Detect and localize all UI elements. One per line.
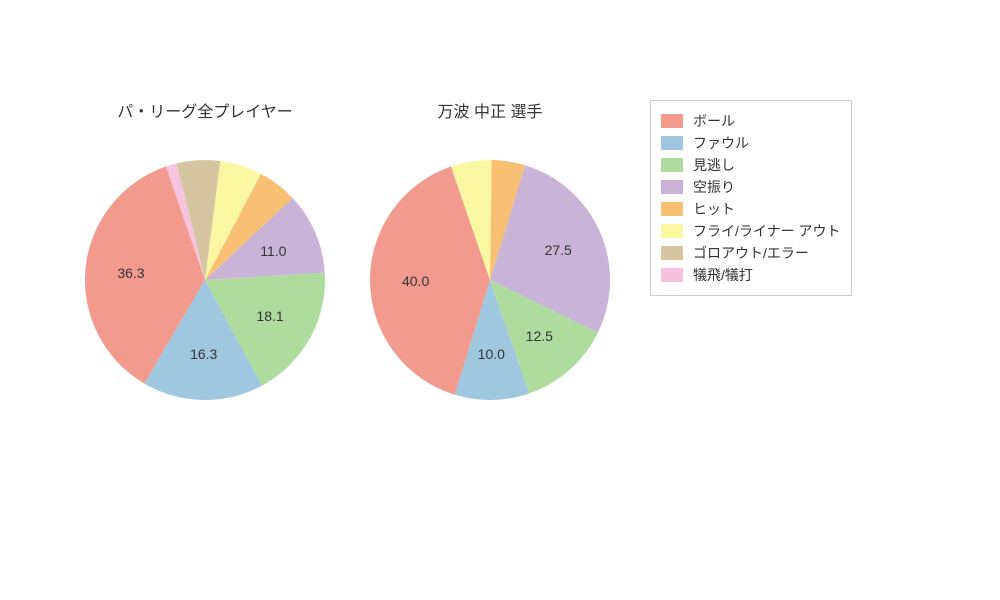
- legend-swatch-fly_liner: [661, 224, 683, 238]
- legend-item-sac: 犠飛/犠打: [661, 265, 841, 285]
- legend-swatch-foul: [661, 136, 683, 150]
- legend-label-hit: ヒット: [693, 199, 735, 219]
- legend-swatch-ground_err: [661, 246, 683, 260]
- legend-swatch-swing_miss: [661, 180, 683, 194]
- legend-item-swing_miss: 空振り: [661, 177, 841, 197]
- legend-item-fly_liner: フライ/ライナー アウト: [661, 221, 841, 241]
- pie-player: [0, 0, 1000, 600]
- chart-container: パ・リーグ全プレイヤー36.316.318.111.0万波 中正 選手40.01…: [0, 0, 1000, 600]
- legend-swatch-ball: [661, 114, 683, 128]
- legend: ボールファウル見逃し空振りヒットフライ/ライナー アウトゴロアウト/エラー犠飛/…: [650, 100, 852, 296]
- legend-swatch-sac: [661, 268, 683, 282]
- legend-label-fly_liner: フライ/ライナー アウト: [693, 221, 841, 241]
- legend-label-sac: 犠飛/犠打: [693, 265, 753, 285]
- legend-swatch-hit: [661, 202, 683, 216]
- legend-item-hit: ヒット: [661, 199, 841, 219]
- legend-label-looking: 見逃し: [693, 155, 735, 175]
- legend-label-foul: ファウル: [693, 133, 749, 153]
- legend-label-swing_miss: 空振り: [693, 177, 735, 197]
- legend-item-looking: 見逃し: [661, 155, 841, 175]
- legend-item-ball: ボール: [661, 111, 841, 131]
- legend-label-ground_err: ゴロアウト/エラー: [693, 243, 809, 263]
- legend-item-ground_err: ゴロアウト/エラー: [661, 243, 841, 263]
- legend-item-foul: ファウル: [661, 133, 841, 153]
- legend-swatch-looking: [661, 158, 683, 172]
- legend-label-ball: ボール: [693, 111, 735, 131]
